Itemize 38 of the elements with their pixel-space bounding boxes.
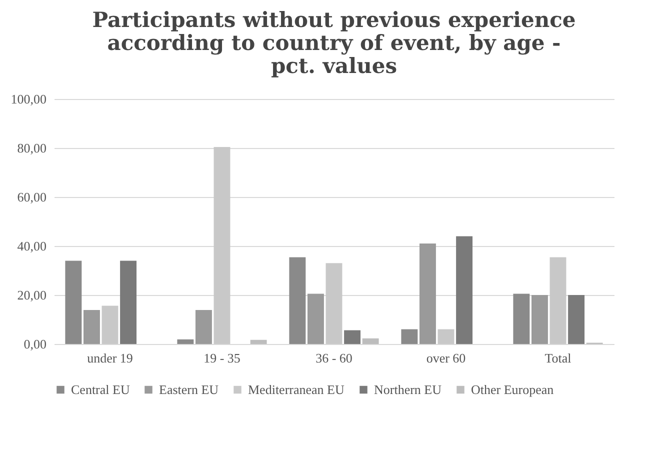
bar (568, 295, 585, 344)
x-tick-label: over 60 (426, 350, 466, 366)
legend-label: Eastern EU (159, 382, 220, 397)
bar (102, 306, 118, 344)
bar (120, 260, 137, 344)
bar (550, 257, 566, 344)
bar (531, 295, 548, 344)
bar (513, 294, 530, 344)
legend-label: Mediterranean EU (248, 382, 345, 397)
bar (401, 329, 418, 344)
legend-label: Central EU (71, 382, 130, 397)
x-tick-label: 19 - 35 (204, 350, 240, 366)
y-tick-label: 40,00 (17, 238, 46, 254)
bar (83, 310, 100, 344)
bar (419, 244, 436, 344)
bar (456, 236, 473, 344)
y-tick-label: 60,00 (17, 190, 46, 204)
bar (195, 310, 212, 344)
bar (177, 339, 194, 344)
y-tick-label: 80,00 (17, 140, 46, 156)
x-tick-label: 36 - 60 (316, 350, 352, 366)
bar (289, 257, 306, 344)
bar (438, 329, 454, 344)
legend-label: Other European (471, 382, 554, 397)
bar (362, 338, 379, 344)
bar (326, 263, 342, 344)
legend-label: Northern EU (374, 382, 442, 397)
bar (65, 260, 82, 344)
bar (250, 340, 267, 344)
bar (344, 330, 361, 344)
y-tick-label: 0,00 (24, 336, 46, 352)
bar (307, 294, 324, 344)
x-tick-label: Total (544, 350, 572, 366)
x-tick-label: under 19 (87, 350, 133, 366)
y-tick-label: 20,00 (17, 288, 46, 302)
chart-title: Participants without previous experience according to country of event, by age - pct. values (92, 7, 576, 78)
bar (214, 147, 230, 344)
y-tick-label: 100,00 (10, 92, 46, 106)
